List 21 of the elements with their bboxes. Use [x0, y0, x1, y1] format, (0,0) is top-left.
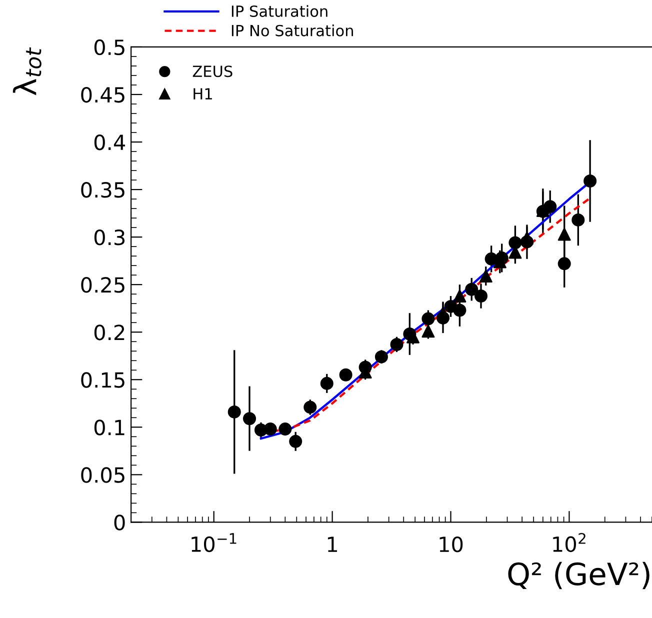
y-tick-label: 0.1: [94, 420, 124, 436]
y-tick-label: 0.2: [94, 324, 124, 340]
x-tick-label: 10$^{2}$: [553, 532, 586, 552]
y-tick-label: 0: [114, 514, 125, 530]
legend-label: ZEUS: [192, 66, 232, 78]
y-tick-label: 0.25: [81, 277, 124, 293]
legend-label: IP Saturation: [232, 5, 328, 17]
y-tick-label: 0.5: [94, 39, 124, 56]
x-tick-label: 10: [440, 536, 463, 552]
y-tick-label: 0.45: [81, 86, 124, 103]
x-axis-title: Q² (GeV²): [508, 562, 650, 590]
x-tick-label: 1: [328, 536, 338, 552]
x-tick-label: 10$^{−1}$: [192, 533, 236, 552]
legend-label: IP No Saturation: [232, 24, 353, 36]
y-tick-label: 0.05: [81, 467, 124, 483]
y-tick-label: 0.4: [94, 134, 126, 150]
y-tick-label: 0.3: [94, 230, 125, 246]
y-tick-label: 0.35: [81, 182, 124, 198]
y-tick-label: 0.15: [81, 372, 124, 388]
legend-label: H1: [194, 88, 212, 100]
y-axis-title: λ$_{tot}$: [12, 47, 42, 96]
